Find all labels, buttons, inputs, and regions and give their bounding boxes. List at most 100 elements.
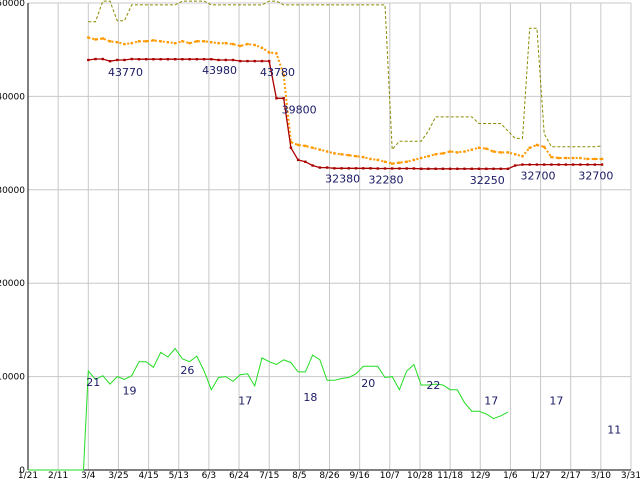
data-point-marker [593, 157, 597, 161]
x-tick-label: 10/28 [407, 471, 433, 480]
data-point-marker [347, 154, 350, 157]
data-point-marker [210, 41, 213, 44]
data-point-marker [311, 164, 314, 167]
x-tick-label: 6/24 [229, 471, 249, 480]
data-label: 11 [607, 424, 621, 437]
data-label: 17 [484, 395, 498, 408]
data-point-marker [550, 155, 553, 159]
data-point-marker [434, 167, 437, 170]
data-point-marker [456, 151, 459, 154]
data-point-marker [325, 166, 329, 169]
data-point-marker [354, 167, 358, 170]
x-tick-label: 1/21 [18, 471, 38, 480]
data-point-marker [506, 167, 510, 170]
data-point-marker [101, 37, 104, 40]
data-point-marker [542, 145, 546, 149]
data-point-marker [152, 39, 155, 42]
y-tick-label: 40000 [0, 92, 25, 102]
data-point-marker [485, 147, 488, 150]
data-point-marker [550, 163, 553, 166]
data-label: 21 [86, 376, 100, 389]
data-point-marker [499, 167, 502, 170]
data-point-marker [231, 42, 235, 46]
series-lines [28, 0, 604, 471]
y-tick-label: 50000 [0, 0, 25, 9]
data-point-marker [383, 160, 387, 163]
data-label: 39800 [282, 103, 317, 116]
data-point-marker [528, 163, 531, 166]
data-point-marker [369, 157, 372, 161]
data-point-marker [535, 163, 539, 166]
data-point-marker [579, 163, 582, 166]
y-tick-label: 20000 [0, 279, 25, 289]
data-point-marker [470, 148, 474, 151]
data-point-marker [427, 154, 430, 158]
data-point-marker [383, 167, 387, 170]
data-point-marker [340, 167, 343, 170]
data-point-marker [376, 167, 379, 170]
data-point-marker [246, 59, 249, 63]
x-tick-label: 3/25 [108, 471, 128, 480]
data-point-marker [376, 158, 379, 162]
data-point-marker [571, 163, 575, 166]
data-point-marker [535, 143, 539, 147]
data-point-marker [231, 58, 235, 62]
x-tick-label: 11/18 [437, 471, 463, 480]
data-point-marker [441, 167, 445, 170]
data-point-marker [173, 41, 177, 45]
x-tick-label: 3/31 [621, 471, 640, 480]
data-point-marker [181, 40, 184, 43]
data-point-marker [405, 167, 408, 170]
data-point-marker [166, 41, 170, 44]
x-tick-label: 1/27 [530, 471, 550, 480]
data-point-marker [130, 57, 133, 61]
series-line-1 [88, 36, 603, 165]
data-point-marker [564, 156, 568, 160]
data-label: 32380 [325, 173, 360, 186]
data-point-marker [116, 58, 119, 62]
data-point-marker [195, 40, 199, 43]
data-point-marker [557, 156, 560, 160]
data-point-marker [268, 51, 271, 54]
data-point-marker [542, 163, 546, 166]
data-point-marker [108, 40, 112, 43]
x-tick-label: 10/7 [380, 471, 400, 480]
data-point-marker [362, 167, 365, 170]
data-point-marker [87, 58, 90, 62]
data-point-marker [224, 41, 227, 45]
data-point-marker [282, 97, 285, 100]
data-point-marker [463, 167, 466, 170]
data-point-marker [304, 144, 307, 148]
data-labels: 43770 43980 43780 39800 32380 32280 32250 32700… [86, 64, 621, 436]
x-tick-label: 5/13 [169, 471, 189, 480]
data-point-marker [144, 58, 148, 61]
x-tick-label: 7/15 [259, 471, 279, 480]
data-point-marker [514, 164, 517, 167]
data-point-marker [289, 140, 293, 144]
data-point-marker [275, 52, 278, 55]
x-tick-label: 3/10 [591, 471, 611, 480]
data-point-marker [166, 58, 170, 61]
data-point-marker [289, 146, 293, 149]
data-point-marker [485, 167, 488, 170]
data-point-marker [477, 146, 481, 149]
x-tick-label: 2/17 [561, 471, 581, 480]
series-line-3 [28, 347, 509, 471]
data-point-marker [600, 163, 604, 166]
data-point-marker [477, 167, 481, 170]
data-point-marker [116, 41, 119, 44]
data-point-marker [173, 58, 177, 61]
data-point-marker [87, 36, 90, 39]
x-tick-label: 3/4 [81, 471, 96, 480]
data-point-marker [202, 40, 206, 43]
data-point-marker [101, 57, 104, 61]
data-point-marker [296, 143, 300, 147]
data-point-marker [419, 156, 423, 160]
data-point-marker [492, 150, 495, 153]
data-point-marker [246, 42, 249, 46]
data-label: 20 [361, 377, 375, 390]
data-point-marker [333, 152, 336, 155]
